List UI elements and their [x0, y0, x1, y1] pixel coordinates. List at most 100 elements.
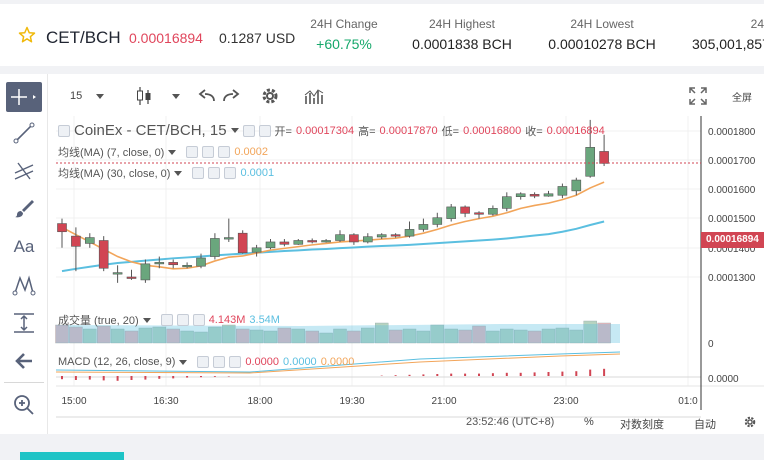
- stat-label: 24H Highest: [428, 17, 496, 31]
- close-icon[interactable]: [192, 314, 205, 326]
- gear-icon[interactable]: [176, 314, 189, 326]
- close-icon[interactable]: [224, 167, 237, 179]
- price-tick-label: 0.0001300: [708, 273, 756, 284]
- eye-icon[interactable]: [160, 314, 173, 326]
- candle-body: [168, 262, 178, 266]
- auto-scale-toggle[interactable]: 自动: [694, 419, 716, 431]
- chart-type-select[interactable]: [136, 86, 180, 106]
- macd-bar: [130, 376, 133, 380]
- candle-body: [543, 193, 554, 197]
- fullscreen-button[interactable]: [688, 86, 708, 106]
- price-axis: 0.0001800 0.0001700 0.0001600 0.0001500 0.00…: [708, 127, 756, 385]
- gear-icon[interactable]: [258, 124, 271, 137]
- ma30-value: 0.0001: [240, 167, 275, 179]
- gear-icon[interactable]: [208, 167, 221, 179]
- time-tick-label: 21:00: [431, 396, 456, 407]
- time-tick-label: 23:00: [553, 396, 578, 407]
- gear-icon[interactable]: [743, 415, 757, 429]
- candle-body: [599, 151, 609, 164]
- text-icon: Aa: [13, 237, 35, 256]
- gear-icon[interactable]: [213, 356, 226, 368]
- chart-footer: 23:52:46 (UTC+8) % 对数刻度 自动: [48, 410, 764, 434]
- time-tick-label: 16:30: [153, 396, 178, 407]
- candle-body: [474, 212, 484, 215]
- interval-select[interactable]: 15: [70, 86, 105, 106]
- volume-bar: [222, 324, 236, 344]
- indicators-button[interactable]: [304, 86, 324, 106]
- eye-icon[interactable]: [242, 124, 255, 137]
- candle-body: [376, 234, 387, 238]
- measure-tool[interactable]: [6, 308, 42, 338]
- volume-bars: [55, 320, 620, 344]
- chevron-down-icon[interactable]: [174, 170, 183, 176]
- candle-body: [529, 194, 540, 197]
- stat-24h-low: 24H Lowest 0.00010278 BCH: [546, 17, 658, 52]
- volume-bar: [527, 330, 542, 344]
- log-scale-toggle[interactable]: 对数刻度: [620, 419, 664, 431]
- volume-label: 成交量 (true, 20): [58, 315, 139, 327]
- eye-icon[interactable]: [197, 356, 210, 368]
- price-tick-label: 0.0001700: [708, 156, 756, 167]
- macd-histogram: [61, 368, 606, 381]
- candle-body: [98, 240, 109, 269]
- text-tool[interactable]: Aa: [6, 232, 42, 262]
- settings-button[interactable]: [260, 86, 280, 106]
- candle-body: [85, 237, 95, 244]
- macd-bar: [116, 376, 119, 381]
- price-chart[interactable]: 15:00 16:30 18:00 19:30 21:00 23:00 01:0 0.000…: [0, 74, 764, 434]
- volume-ma-value: 3.54M: [249, 314, 280, 326]
- zoom-tool[interactable]: [6, 390, 42, 420]
- volume-bar: [500, 328, 514, 344]
- brush-icon: [15, 200, 34, 218]
- undo-button[interactable]: [198, 86, 216, 106]
- trend-line-tool[interactable]: [6, 118, 42, 148]
- macd-bar: [519, 372, 522, 376]
- close-icon[interactable]: [229, 356, 242, 368]
- redo-button[interactable]: [222, 86, 240, 106]
- favorite-star-icon[interactable]: [18, 26, 36, 44]
- percent-toggle[interactable]: %: [584, 416, 594, 428]
- candle-body: [140, 263, 151, 281]
- stat-label: 24H Change: [310, 17, 378, 31]
- trend-line-icon: [13, 122, 35, 144]
- gear-icon[interactable]: [202, 146, 215, 158]
- candle-body: [390, 234, 401, 237]
- market-pair[interactable]: CET/BCH: [46, 28, 121, 47]
- crosshair-tool[interactable]: [6, 82, 42, 112]
- macd-tick-label: 0.0000: [708, 374, 739, 385]
- macd-legend: MACD (12, 26, close, 9) 0.0000 0.0000 0.…: [58, 356, 354, 368]
- zoom-in-icon: [14, 395, 34, 415]
- chevron-down-icon[interactable]: [168, 149, 177, 155]
- chevron-down-icon[interactable]: [230, 128, 239, 133]
- volume-value: 4.143M: [208, 314, 246, 326]
- back-tool[interactable]: [6, 346, 42, 376]
- eye-icon[interactable]: [186, 146, 199, 158]
- chevron-down-icon: [96, 93, 105, 99]
- chevron-down-icon[interactable]: [142, 317, 151, 323]
- fullscreen-label: 全屏: [732, 92, 752, 104]
- brush-tool[interactable]: [6, 194, 42, 224]
- volume-bar: [83, 328, 97, 344]
- candle-body: [57, 223, 67, 233]
- pattern-tool[interactable]: [6, 270, 42, 300]
- ma30-line: [61, 220, 605, 273]
- collapse-icon[interactable]: [58, 124, 70, 137]
- macd-bar: [533, 372, 536, 376]
- last-price-tag: 0.00016894: [701, 232, 764, 248]
- stat-value: 305,001,857: [692, 36, 764, 52]
- price-tick-label: 0.0001500: [708, 214, 756, 225]
- fib-tool[interactable]: [6, 156, 42, 186]
- interval-value: 15: [70, 90, 83, 102]
- volume-bar: [583, 320, 597, 344]
- chart-toolbar: 15 全屏: [48, 74, 764, 116]
- volume-bar: [249, 329, 264, 344]
- price-tick-label: 0.0001600: [708, 185, 756, 196]
- close-icon[interactable]: [218, 146, 231, 158]
- macd-bar: [547, 372, 550, 376]
- chevron-down-icon[interactable]: [179, 359, 188, 365]
- macd-bar: [408, 374, 411, 376]
- eye-icon[interactable]: [192, 167, 205, 179]
- fullscreen-label-button[interactable]: 全屏: [732, 86, 752, 106]
- stat-24h-volume: 24 305,001,857: [692, 17, 764, 52]
- ma7-value: 0.0002: [234, 146, 269, 158]
